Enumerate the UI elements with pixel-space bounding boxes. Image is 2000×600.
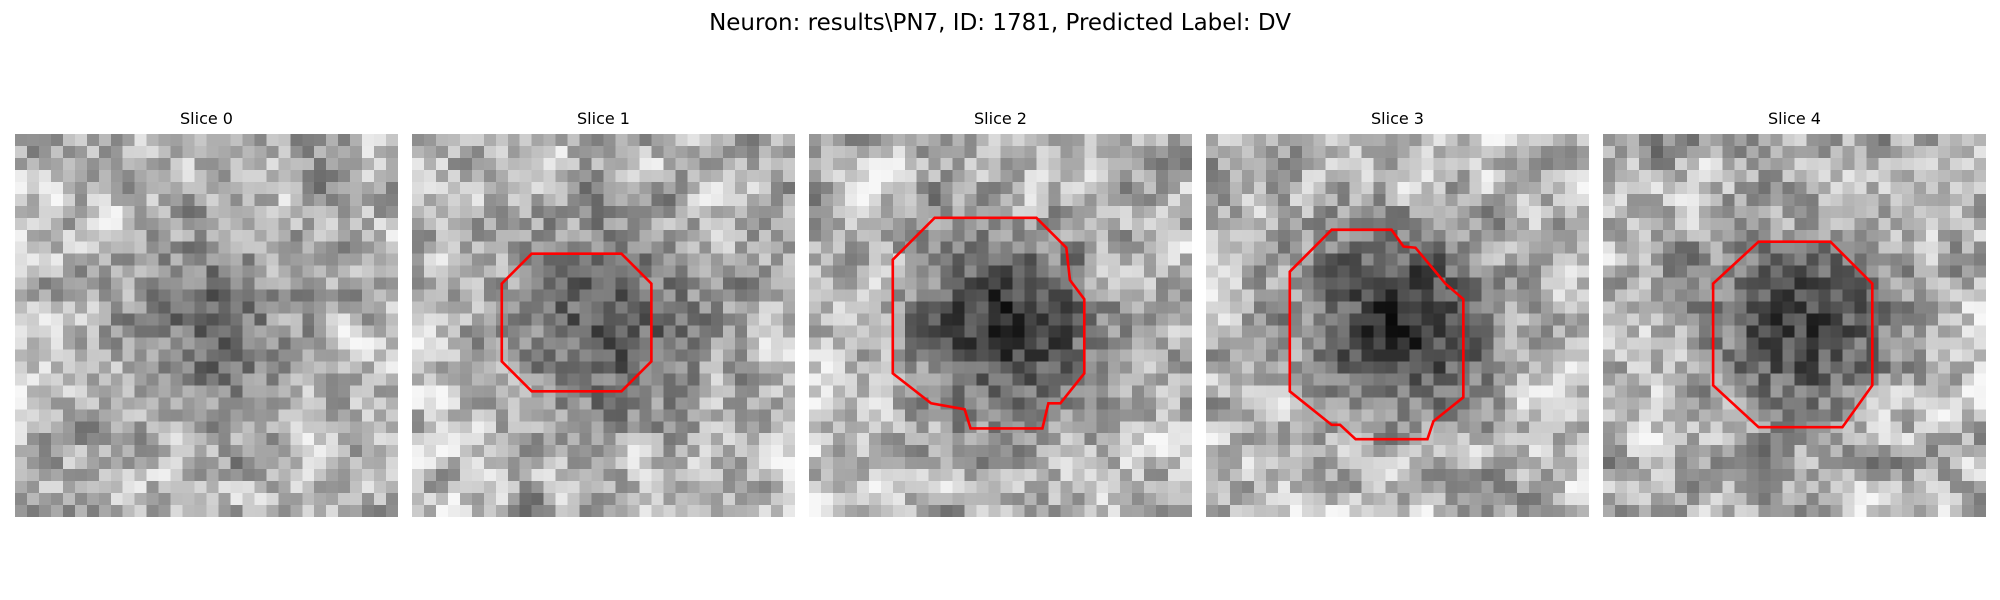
slice-title: Slice 2 <box>974 109 1027 128</box>
slice-image <box>1603 134 1986 517</box>
slice-panel-2: Slice 2 <box>809 108 1192 520</box>
slice-image <box>809 134 1192 517</box>
slice-title: Slice 3 <box>1371 109 1424 128</box>
slice-title: Slice 1 <box>577 109 630 128</box>
slice-panel-0: Slice 0 <box>15 108 398 520</box>
slice-image <box>1206 134 1589 517</box>
figure-title: Neuron: results\PN7, ID: 1781, Predicted… <box>709 10 1291 36</box>
slice-panel-4: Slice 4 <box>1603 108 1986 520</box>
slice-image <box>15 134 398 517</box>
slice-panel-3: Slice 3 <box>1206 108 1589 520</box>
slice-title: Slice 0 <box>180 109 233 128</box>
slice-title: Slice 4 <box>1768 109 1821 128</box>
slice-panel-1: Slice 1 <box>412 108 795 520</box>
slice-image <box>412 134 795 517</box>
